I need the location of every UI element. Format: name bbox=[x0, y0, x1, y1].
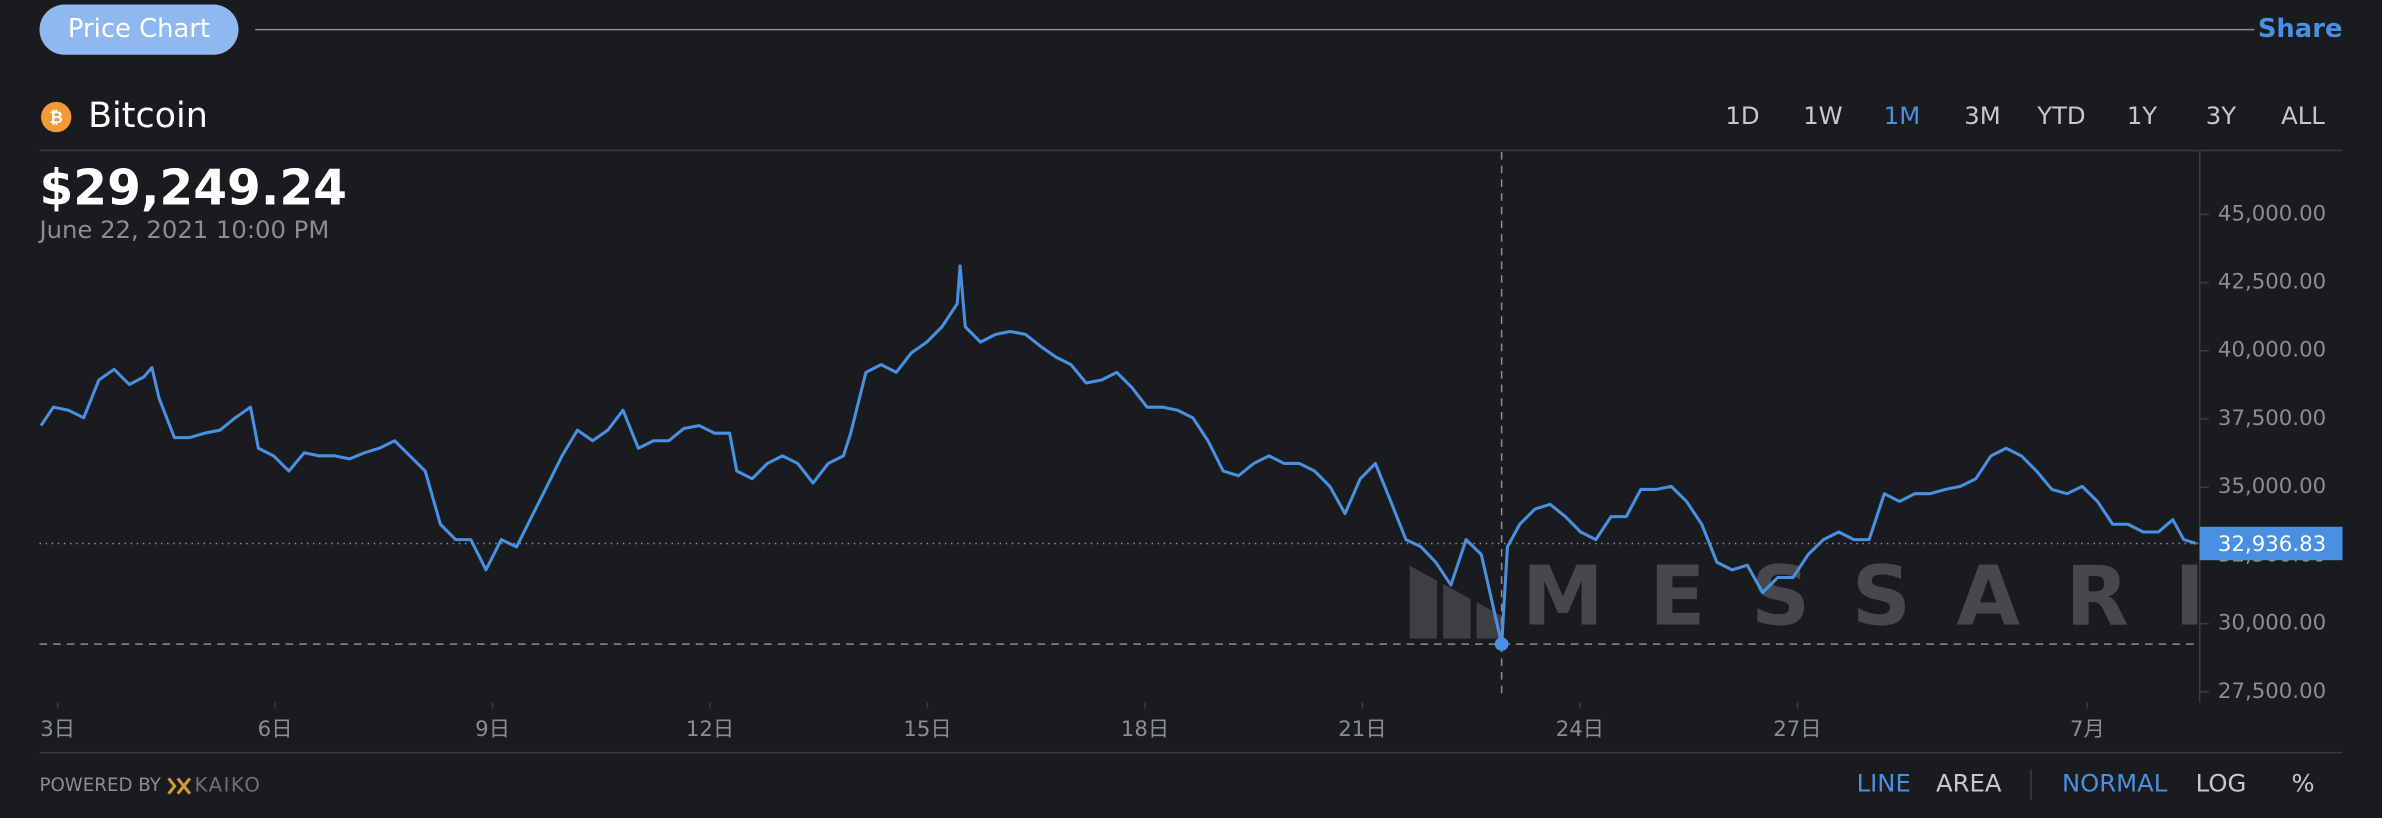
x-tick-label: 9日 bbox=[475, 717, 510, 742]
y-tick-label: 37,500.00 bbox=[2218, 406, 2326, 431]
range-button[interactable]: 3Y bbox=[2206, 101, 2236, 130]
chart-style-button[interactable]: LINE bbox=[1857, 769, 1911, 798]
range-button[interactable]: 1M bbox=[1884, 101, 1920, 130]
x-tick-label: 6日 bbox=[258, 717, 293, 742]
asset-icon-glyph: ₿ bbox=[49, 107, 63, 127]
x-tick-label: 18日 bbox=[1121, 717, 1169, 742]
footer-controls: LINE AREA NORMAL LOG% bbox=[1857, 769, 2315, 798]
x-tick-label: 27日 bbox=[1773, 717, 1821, 742]
tab-label[interactable]: Price Chart bbox=[68, 14, 210, 44]
x-tick-label: 21日 bbox=[1338, 717, 1386, 742]
tab-pill[interactable] bbox=[39, 4, 239, 55]
hover-point bbox=[1494, 637, 1509, 651]
provider-name: KAIKO bbox=[194, 774, 261, 797]
x-tick-label: 7月 bbox=[2070, 717, 2105, 742]
provider-logo bbox=[167, 777, 192, 795]
scale-button[interactable]: LOG bbox=[2196, 769, 2247, 798]
range-button[interactable]: ALL bbox=[2281, 101, 2325, 130]
x-tick-label: 3日 bbox=[40, 717, 75, 742]
last-price-box bbox=[2199, 526, 2343, 561]
powered-by: POWERED BY bbox=[39, 775, 161, 796]
scale-button[interactable]: NORMAL bbox=[2062, 769, 2168, 798]
asset-icon bbox=[41, 101, 72, 133]
y-tick-label: 40,000.00 bbox=[2218, 338, 2326, 363]
y-tick-label: 35,000.00 bbox=[2218, 474, 2326, 499]
y-tick-label: 45,000.00 bbox=[2218, 201, 2326, 226]
x-tick-label: 24日 bbox=[1556, 717, 1604, 742]
watermark: MESSARI bbox=[1522, 550, 2250, 645]
y-tick-label: 27,500.00 bbox=[2218, 679, 2326, 704]
chart-style-button[interactable]: AREA bbox=[1936, 769, 2002, 798]
price-line bbox=[39, 264, 2197, 646]
range-button[interactable]: 1W bbox=[1803, 101, 1842, 130]
range-button[interactable]: 1D bbox=[1725, 101, 1759, 130]
hover-date: June 22, 2021 10:00 PM bbox=[37, 215, 329, 244]
y-tick-label: 30,000.00 bbox=[2218, 611, 2326, 636]
x-tick-label: 12日 bbox=[686, 717, 734, 742]
y-tick-label: 42,500.00 bbox=[2218, 270, 2326, 295]
last-price-label: 32,936.83 bbox=[2218, 532, 2326, 557]
x-tick-label: 15日 bbox=[903, 717, 951, 742]
share-button[interactable]: Share bbox=[2258, 14, 2343, 44]
scale-button[interactable]: % bbox=[2291, 769, 2314, 798]
range-button[interactable]: 3M bbox=[1964, 101, 2000, 130]
range-button[interactable]: YTD bbox=[2036, 101, 2085, 130]
range-button[interactable]: 1Y bbox=[2127, 101, 2157, 130]
range-buttons: 1D 1W 1M 3M YTD 1Y 3Y ALL bbox=[1725, 101, 2325, 130]
hover-price: $29,249.24 bbox=[39, 161, 346, 217]
watermark-logo bbox=[1409, 565, 1504, 639]
asset-name: Bitcoin bbox=[88, 96, 208, 136]
